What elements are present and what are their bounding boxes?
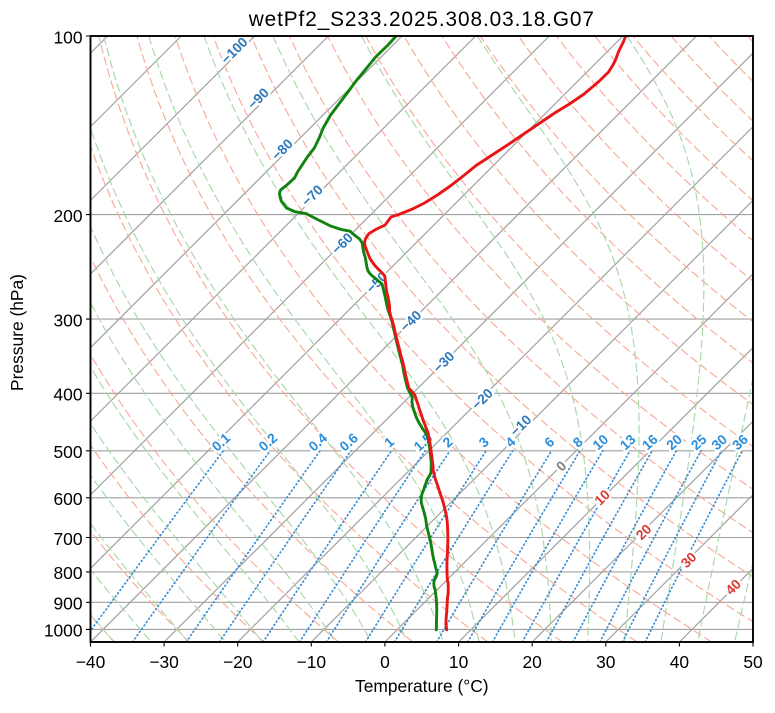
svg-text:300: 300 [53,310,82,330]
svg-text:1000: 1000 [44,621,83,641]
svg-text:30: 30 [596,652,615,672]
svg-text:800: 800 [53,563,82,583]
svg-text:400: 400 [53,385,82,405]
svg-text:wetPf2_S233.2025.308.03.18.G07: wetPf2_S233.2025.308.03.18.G07 [248,8,595,31]
svg-text:−20: −20 [223,652,253,672]
svg-text:Temperature (°C): Temperature (°C) [355,676,489,696]
svg-text:40: 40 [670,652,689,672]
svg-text:20: 20 [523,652,542,672]
svg-text:200: 200 [53,206,82,226]
svg-text:10: 10 [449,652,468,672]
svg-text:100: 100 [53,27,82,47]
svg-text:600: 600 [53,489,82,509]
svg-text:900: 900 [53,594,82,614]
svg-text:0: 0 [380,652,390,672]
svg-text:−10: −10 [297,652,327,672]
svg-text:700: 700 [53,529,82,549]
svg-text:Pressure (hPa): Pressure (hPa) [7,274,27,391]
svg-text:50: 50 [743,652,762,672]
svg-text:−30: −30 [149,652,179,672]
svg-text:−40: −40 [76,652,106,672]
svg-text:500: 500 [53,442,82,462]
